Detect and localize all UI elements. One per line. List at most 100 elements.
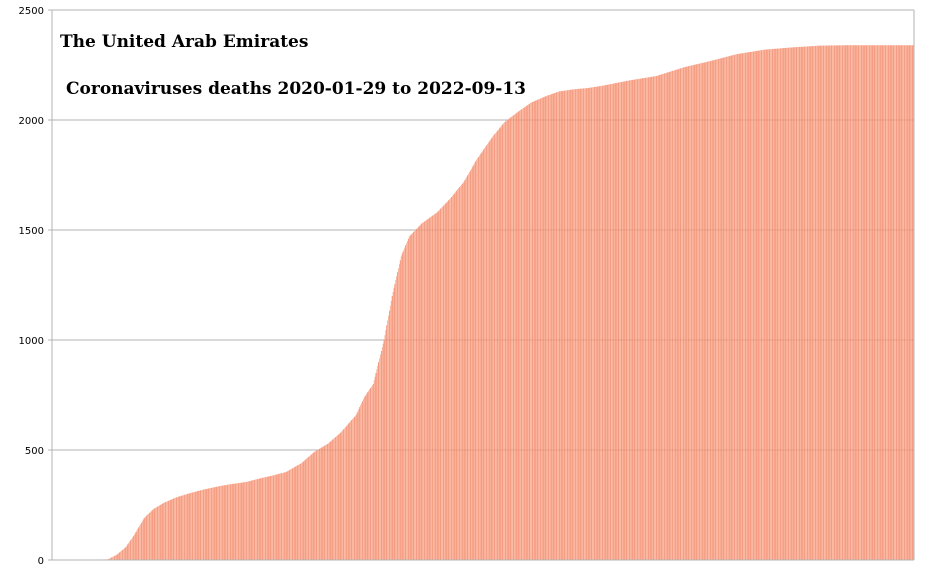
bar: [113, 556, 114, 560]
bar: [368, 390, 370, 560]
bar: [493, 135, 495, 560]
bar: [780, 48, 781, 560]
bar: [534, 100, 536, 561]
bar: [683, 67, 685, 560]
bar: [591, 87, 593, 560]
bar: [300, 463, 301, 560]
bar: [425, 220, 426, 560]
bar: [485, 146, 486, 561]
bar: [765, 49, 767, 560]
bar: [668, 72, 670, 560]
bar: [715, 59, 717, 561]
bar: [460, 186, 461, 560]
bar: [912, 45, 913, 560]
bar: [857, 45, 859, 560]
bar: [114, 555, 116, 560]
bar: [238, 482, 240, 560]
bar: [853, 45, 855, 560]
bar: [178, 496, 180, 560]
bar: [489, 140, 491, 560]
bar: [681, 68, 682, 561]
bar: [762, 49, 764, 560]
bar: [276, 474, 278, 560]
bar: [849, 45, 851, 560]
bar: [185, 494, 187, 560]
bar: [141, 521, 143, 560]
bar: [157, 506, 158, 560]
bar: [679, 68, 681, 560]
bar: [262, 477, 264, 560]
bar: [831, 45, 833, 560]
bar: [211, 487, 213, 560]
bar: [192, 492, 193, 560]
bar: [505, 121, 506, 560]
bar: [476, 159, 477, 560]
bar: [505, 120, 507, 560]
bar: [846, 45, 848, 560]
bars-layer: [81, 45, 914, 561]
bar: [152, 509, 154, 560]
bar: [149, 512, 150, 560]
bar: [801, 46, 803, 560]
bar: [759, 50, 761, 561]
bar: [874, 45, 876, 560]
bar: [712, 60, 714, 560]
bar: [314, 451, 316, 560]
bar: [200, 490, 202, 560]
bar: [638, 78, 639, 560]
bar: [147, 514, 148, 560]
bar: [839, 45, 841, 561]
bar: [334, 437, 335, 560]
bar: [357, 410, 359, 560]
bar: [417, 227, 419, 560]
bar: [273, 475, 274, 560]
bar: [293, 467, 295, 560]
bar: [148, 513, 149, 560]
bar: [359, 406, 361, 560]
bar: [121, 550, 122, 560]
bar: [736, 54, 738, 560]
bar: [196, 491, 198, 560]
bar: [295, 466, 297, 560]
bar: [168, 500, 170, 560]
bar: [259, 478, 261, 560]
bar: [714, 59, 716, 561]
bar: [360, 405, 362, 560]
bar: [526, 105, 528, 561]
bar: [549, 94, 550, 560]
bar: [227, 484, 228, 560]
bar: [798, 47, 799, 561]
bar: [434, 214, 435, 560]
bar: [670, 71, 672, 560]
bar: [909, 45, 911, 560]
bar: [713, 60, 715, 560]
chart-title: The United Arab Emirates: [60, 32, 308, 52]
bar: [380, 351, 382, 560]
bar: [902, 45, 904, 560]
bar: [809, 46, 811, 560]
bar: [738, 53, 740, 561]
bar: [496, 132, 497, 560]
bar: [869, 45, 871, 560]
bar: [764, 49, 766, 560]
bar: [371, 385, 373, 560]
bar: [174, 498, 175, 560]
bar: [457, 189, 459, 561]
bar: [639, 78, 641, 560]
bar: [197, 491, 199, 560]
bar: [394, 284, 396, 560]
bar: [176, 497, 177, 560]
bar: [647, 77, 648, 560]
bar: [538, 99, 539, 560]
bar: [649, 77, 651, 560]
bar: [420, 224, 422, 561]
bar: [554, 92, 556, 560]
bar: [741, 53, 743, 561]
bar: [760, 50, 762, 560]
bar: [879, 45, 881, 560]
bar: [237, 483, 238, 560]
bar: [126, 545, 128, 560]
bar: [615, 83, 617, 561]
bar: [706, 61, 708, 561]
